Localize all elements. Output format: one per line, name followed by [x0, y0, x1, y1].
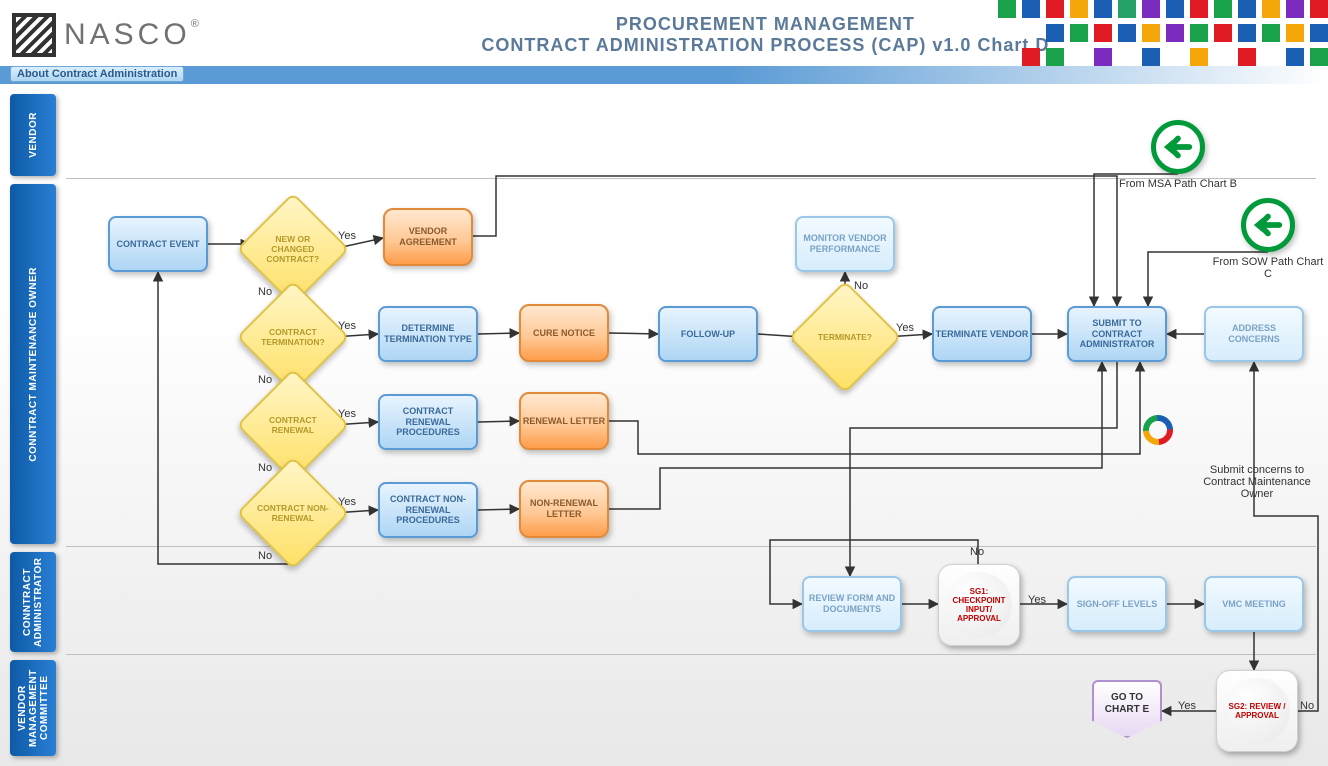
node-nonrenewal_letter[interactable]: NON-RENEWAL LETTER: [519, 480, 609, 538]
swimlane-vendor: VENDOR: [10, 94, 56, 176]
node-goto_e[interactable]: GO TO CHART E: [1092, 680, 1162, 738]
edge-label: Yes: [338, 408, 356, 420]
edge-label: No: [1300, 700, 1314, 712]
node-sg1[interactable]: SG1: CHECKPOINT INPUT/ APPROVAL: [938, 564, 1020, 646]
from-sow-caption: From SOW Path Chart C: [1208, 256, 1328, 280]
swimlane-vmc: VENDOR MANAGEMENT COMMITTEE: [10, 660, 56, 756]
edge-label: No: [258, 286, 272, 298]
swimlane-cmo: CONNTRACT MAINTENANCE OWNER: [10, 184, 56, 544]
logo-mark-icon: [12, 13, 56, 57]
edge-label: Yes: [338, 496, 356, 508]
flow-connectors: [0, 0, 1328, 766]
node-vmc_meeting[interactable]: VMC MEETING: [1204, 576, 1304, 632]
submit-concerns-caption: Submit concerns to Contract Maintenance …: [1192, 464, 1322, 500]
node-signoff[interactable]: SIGN-OFF LEVELS: [1067, 576, 1167, 632]
about-bar: [0, 66, 1328, 84]
edge-label: Yes: [1028, 594, 1046, 606]
from-sow-icon: [1241, 198, 1295, 252]
edge-label: Yes: [338, 230, 356, 242]
node-renewal_letter[interactable]: RENEWAL LETTER: [519, 392, 609, 450]
edge-label: No: [970, 546, 984, 558]
from-msa-icon: [1151, 120, 1205, 174]
logo: NASCO®: [12, 13, 203, 57]
node-dec_nonrenew[interactable]: CONTRACT NON-RENEWAL: [236, 456, 349, 569]
node-followup[interactable]: FOLLOW-UP: [658, 306, 758, 362]
edge-label: No: [258, 462, 272, 474]
node-review_form[interactable]: REVIEW FORM AND DOCUMENTS: [802, 576, 902, 632]
edge-label: No: [854, 280, 868, 292]
from-msa-caption: From MSA Path Chart B: [1118, 178, 1238, 190]
edge-label: No: [258, 550, 272, 562]
node-vendor_agreement[interactable]: VENDOR AGREEMENT: [383, 208, 473, 266]
edge-label: Yes: [1178, 700, 1196, 712]
cycle-icon: [1140, 412, 1176, 448]
node-terminate_vendor[interactable]: TERMINATE VENDOR: [932, 306, 1032, 362]
about-button[interactable]: About Contract Administration: [10, 66, 184, 82]
edge-label: Yes: [896, 322, 914, 334]
node-det_term_type[interactable]: DETERMINE TERMINATION TYPE: [378, 306, 478, 362]
node-contract_event[interactable]: CONTRACT EVENT: [108, 216, 208, 272]
node-address_concerns[interactable]: ADDRESS CONCERNS: [1204, 306, 1304, 362]
node-nonrenewal_proc[interactable]: CONTRACT NON-RENEWAL PROCEDURES: [378, 482, 478, 538]
swimlane-ca: CONNTRACT ADMINISTRATOR: [10, 552, 56, 652]
node-renewal_proc[interactable]: CONTRACT RENEWAL PROCEDURES: [378, 394, 478, 450]
edge-label: Yes: [338, 320, 356, 332]
node-cure_notice[interactable]: CURE NOTICE: [519, 304, 609, 362]
node-submit_ca[interactable]: SUBMIT TO CONTRACT ADMINISTRATOR: [1067, 306, 1167, 362]
node-sg2[interactable]: SG2: REVIEW / APPROVAL: [1216, 670, 1298, 752]
logo-text: NASCO®: [64, 18, 203, 52]
node-monitor_vendor[interactable]: MONITOR VENDOR PERFORMANCE: [795, 216, 895, 272]
edge-label: No: [258, 374, 272, 386]
node-dec_terminate[interactable]: TERMINATE?: [788, 280, 901, 393]
